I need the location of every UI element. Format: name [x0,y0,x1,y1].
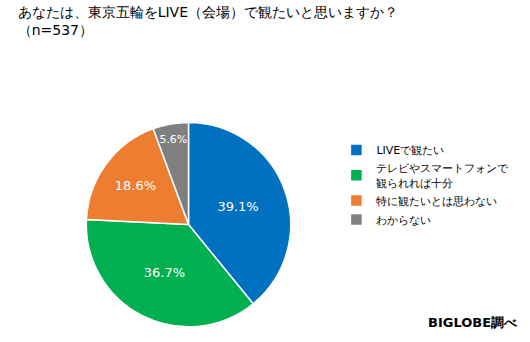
svg-text:18.6%: 18.6% [115,178,156,193]
svg-text:LIVEで観たい: LIVEで観たい [376,144,444,157]
svg-text:テレビやスマートフォンで観られれば十分: テレビやスマートフォンで観られれば十分 [376,162,509,189]
svg-text:36.7%: 36.7% [144,265,185,280]
svg-text:BIGLOBE調べ: BIGLOBE調べ [428,315,518,330]
svg-text:5.6%: 5.6% [159,133,187,146]
svg-text:39.1%: 39.1% [217,199,258,214]
svg-text:あなたは、東京五輪をLIVE（会場）で観たいと思いますか？（: あなたは、東京五輪をLIVE（会場）で観たいと思いますか？（n=537） [18,4,398,38]
svg-text:わからない: わからない [376,214,431,227]
svg-text:特に観たいとは思わない: 特に観たいとは思わない [376,195,497,208]
